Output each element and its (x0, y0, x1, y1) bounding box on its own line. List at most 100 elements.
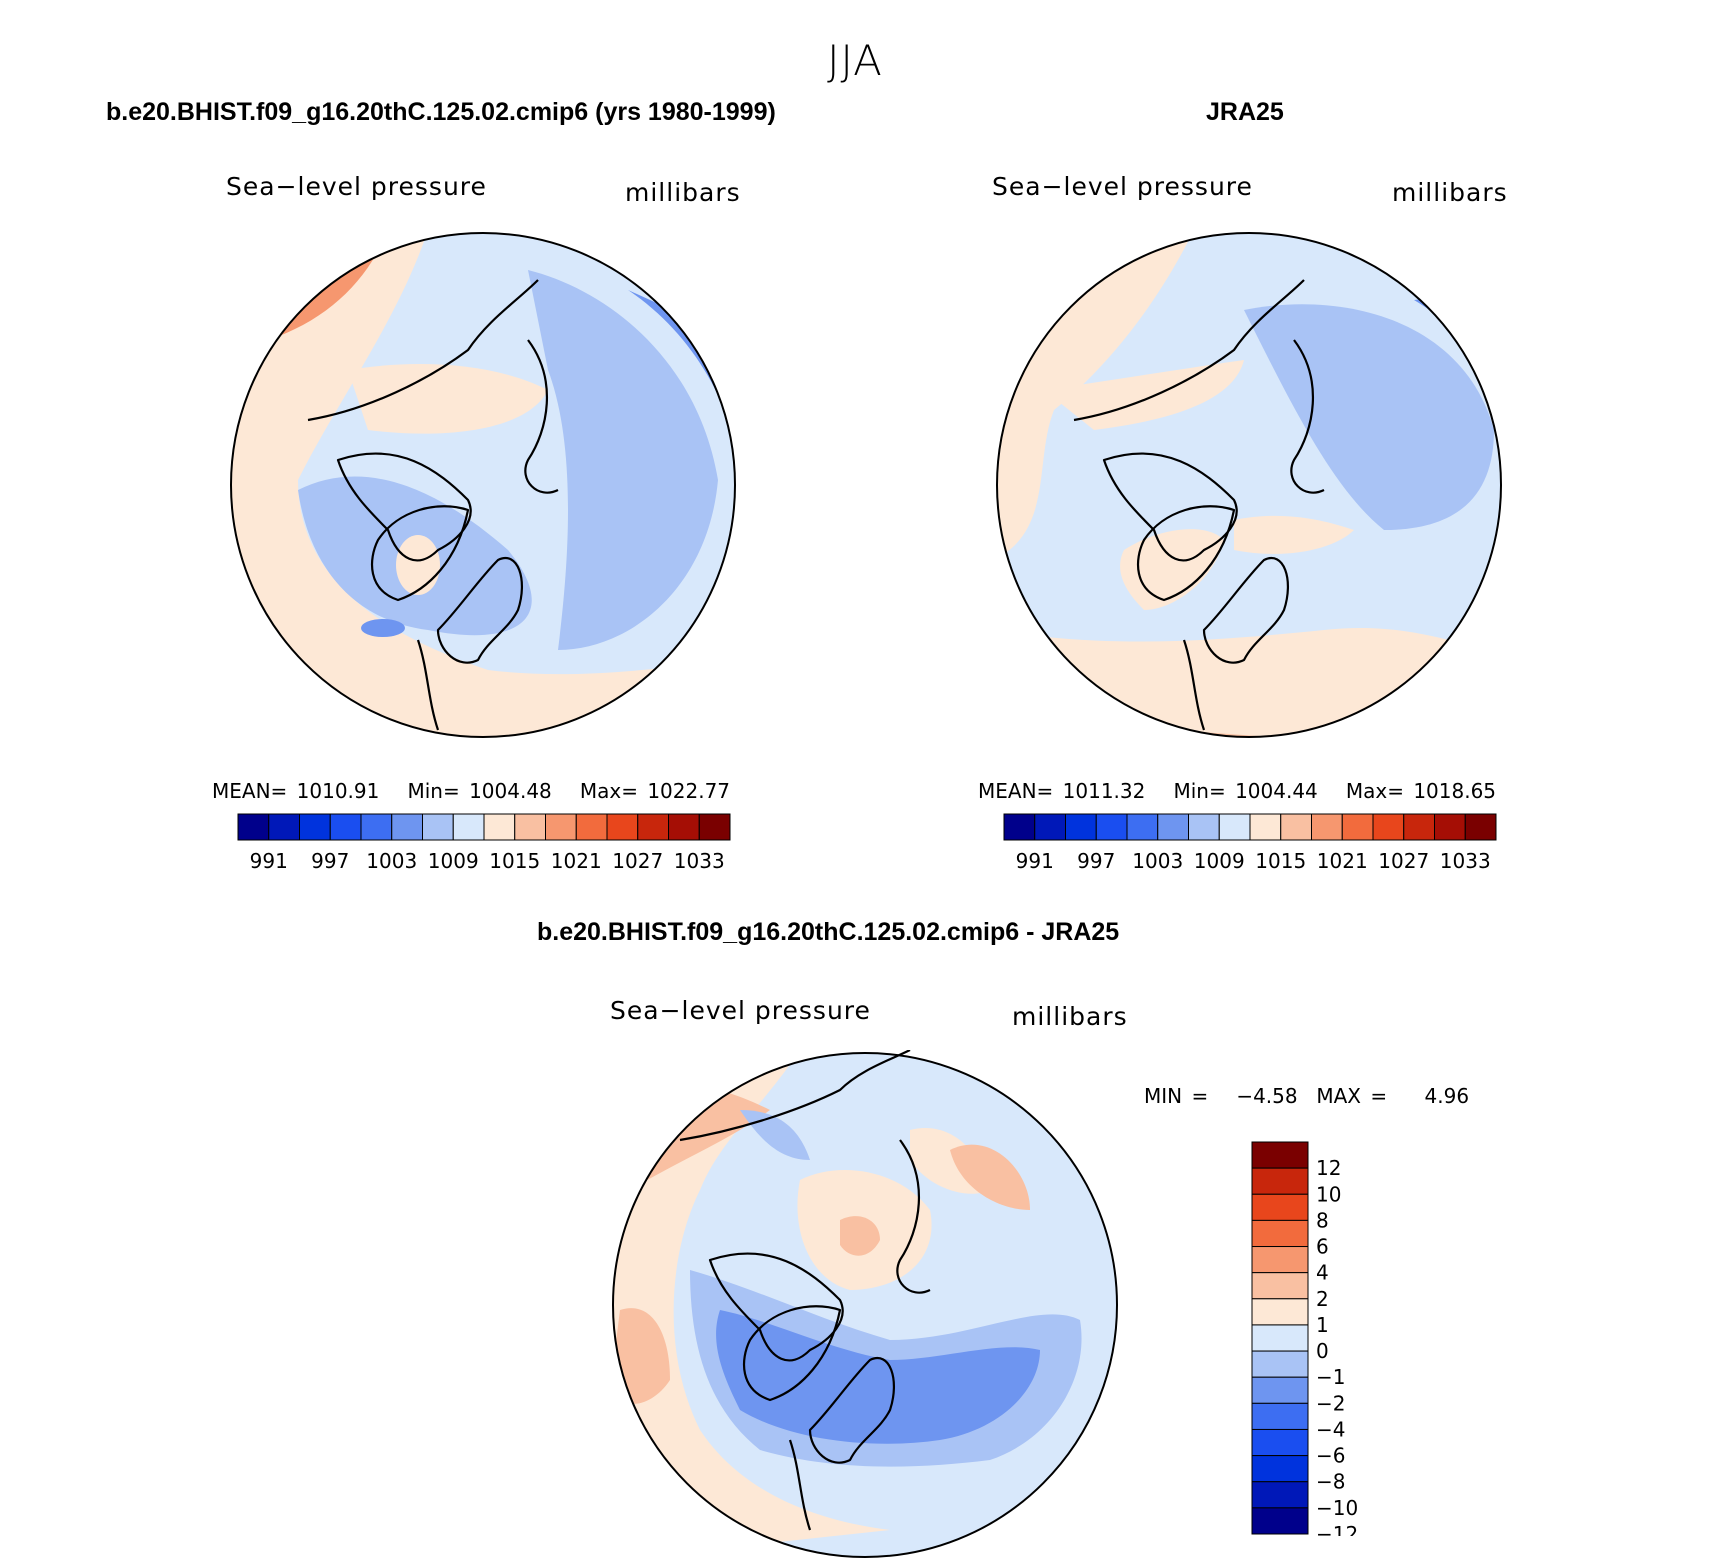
colorbar-swatch (329, 813, 362, 841)
colorbar-swatch (575, 813, 608, 841)
colorbar-tick-label: −1 (1316, 1365, 1345, 1389)
model-polar-map (230, 232, 736, 738)
colorbar-swatch (1251, 1376, 1309, 1404)
colorbar-tick-label: 1033 (674, 849, 725, 872)
colorbar-swatch (1188, 813, 1220, 841)
colorbar-tick-label: −4 (1316, 1417, 1345, 1441)
colorbar-swatch (1095, 813, 1128, 841)
colorbar-swatch (1251, 1141, 1309, 1169)
colorbar-tick-label: 1021 (551, 849, 602, 872)
model-mean-value: 1010.91 (296, 779, 380, 803)
colorbar-tick-label: 991 (250, 849, 288, 872)
diff-field-label: Sea−level pressure (610, 996, 871, 1025)
colorbar-tick-label: 1033 (1440, 849, 1491, 872)
obs-stats: MEAN= 1011.32 Min= 1004.44 Max= 1018.65 (978, 779, 1496, 803)
diff-stats: MIN = −4.58 MAX = 4.96 (1144, 1084, 1469, 1108)
model-stats: MEAN= 1010.91 Min= 1004.48 Max= 1022.77 (212, 779, 730, 803)
colorbar-swatch (1251, 1272, 1309, 1300)
colorbar-swatch (299, 813, 331, 841)
obs-panel-title: JRA25 (1206, 98, 1284, 126)
colorbar-tick-label: 0 (1316, 1339, 1329, 1363)
colorbar-swatch (1311, 813, 1343, 841)
colorbar-tick-label: 8 (1316, 1208, 1329, 1232)
colorbar-swatch (1003, 813, 1036, 841)
colorbar-swatch (1065, 813, 1097, 841)
colorbar-swatch (1434, 813, 1466, 841)
colorbar-tick-label: 997 (311, 849, 349, 872)
colorbar-tick-label: 1003 (1132, 849, 1183, 872)
colorbar-swatch (1251, 1350, 1309, 1378)
colorbar-tick-label: 2 (1316, 1287, 1329, 1311)
colorbar-swatch (483, 813, 516, 841)
colorbar-tick-label: 991 (1016, 849, 1054, 872)
model-min-label: Min= (407, 779, 460, 803)
colorbar-swatch (1251, 1455, 1309, 1483)
colorbar-swatch (1251, 1167, 1309, 1195)
colorbar-swatch (1157, 813, 1189, 841)
colorbar-tick-label: −8 (1316, 1470, 1345, 1494)
diff-max-value: 4.96 (1424, 1084, 1470, 1108)
colorbar-swatch (1251, 1193, 1309, 1221)
colorbar-swatch (391, 813, 423, 841)
colorbar-tick-label: 1009 (1194, 849, 1245, 872)
colorbar-tick-label: −10 (1316, 1496, 1358, 1520)
obs-max-value: 1018.65 (1413, 779, 1497, 803)
colorbar-tick-label: 6 (1316, 1235, 1329, 1259)
colorbar-tick-label: 1015 (489, 849, 540, 872)
obs-max-label: Max= (1345, 779, 1404, 803)
obs-units-label: millibars (1392, 178, 1508, 207)
colorbar-swatch (1249, 813, 1282, 841)
colorbar-swatch (1251, 1428, 1309, 1457)
colorbar-tick-label: 10 (1316, 1182, 1341, 1206)
colorbar-swatch (545, 813, 577, 841)
colorbar-swatch (237, 813, 270, 841)
model-max-label: Max= (579, 779, 638, 803)
diff-panel-title: b.e20.BHIST.f09_g16.20thC.125.02.cmip6 -… (537, 918, 1120, 946)
colorbar-swatch (360, 813, 393, 841)
colorbar-swatch (1251, 1481, 1309, 1509)
model-units-label: millibars (625, 178, 741, 207)
model-min-value: 1004.48 (469, 779, 552, 803)
colorbar-swatch (1034, 813, 1066, 841)
colorbar-tick-label: 1009 (428, 849, 479, 872)
colorbar-swatch (1251, 1402, 1309, 1430)
colorbar-swatch (422, 813, 454, 841)
model-colorbar: 991 997 1003 1009 1015 1021 1027 1033 (237, 813, 731, 872)
colorbar-swatch (1126, 813, 1159, 841)
colorbar-swatch (1251, 1298, 1309, 1326)
colorbar-swatch (1464, 813, 1497, 841)
colorbar-tick-label: 4 (1316, 1261, 1329, 1285)
model-mean-label: MEAN= (212, 779, 288, 803)
colorbar-tick-label: 1027 (612, 849, 663, 872)
colorbar-swatch (452, 813, 485, 841)
colorbar-tick-label: 12 (1316, 1156, 1341, 1180)
obs-field-label: Sea−level pressure (992, 172, 1253, 201)
colorbar-tick-label: −2 (1316, 1391, 1345, 1415)
colorbar-swatch (1251, 1507, 1309, 1535)
colorbar-tick-label: 1015 (1255, 849, 1306, 872)
colorbar-swatch (668, 813, 700, 841)
colorbar-swatch (698, 813, 731, 841)
colorbar-swatch (1218, 813, 1251, 841)
model-max-value: 1022.77 (647, 779, 731, 803)
obs-min-value: 1004.44 (1235, 779, 1318, 803)
colorbar-swatch (1251, 1219, 1309, 1248)
colorbar-tick-label: 1 (1316, 1313, 1329, 1337)
colorbar-swatch (514, 813, 546, 841)
obs-mean-label: MEAN= (978, 779, 1054, 803)
colorbar-swatch (637, 813, 669, 841)
colorbar-tick-label: −6 (1316, 1444, 1345, 1468)
colorbar-swatch (1251, 1324, 1309, 1352)
obs-colorbar: 991 997 1003 1009 1015 1021 1027 1033 (1003, 813, 1497, 872)
obs-polar-map (996, 232, 1502, 738)
diff-min-label: MIN = (1144, 1084, 1209, 1108)
season-title: JJA (827, 36, 883, 85)
colorbar-swatch (1403, 813, 1435, 841)
colorbar-swatch (268, 813, 300, 841)
colorbar-swatch (1251, 1246, 1309, 1274)
colorbar-tick-label: 997 (1077, 849, 1115, 872)
colorbar-tick-label: 1003 (366, 849, 417, 872)
colorbar-swatch (1372, 813, 1405, 841)
diff-max-label: MAX = (1316, 1084, 1388, 1108)
